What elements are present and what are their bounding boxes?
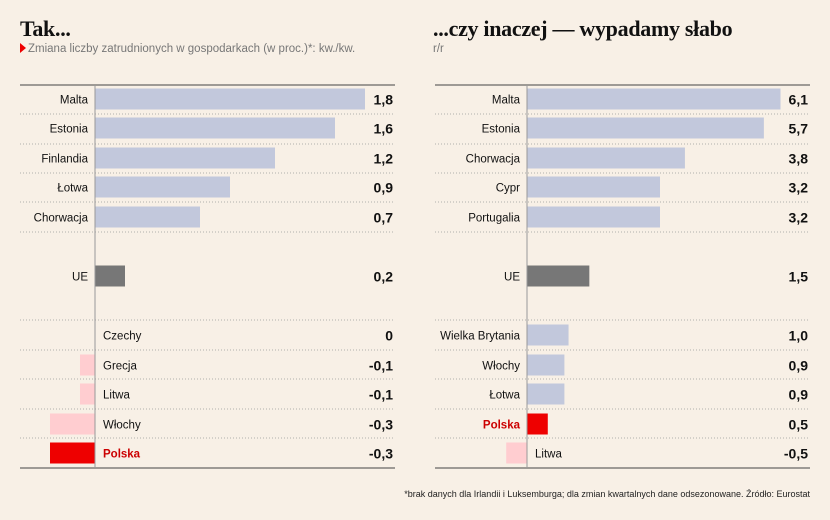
category-label: UE bbox=[72, 272, 88, 284]
bar-włochy bbox=[50, 413, 95, 435]
triangle-marker-icon bbox=[20, 43, 26, 53]
value-label: 0,5 bbox=[789, 417, 809, 433]
bar-chart-left: Malta 1,8 Estonia 1,6 Finlandia 1,2 Łotwa 0,9 Ch… bbox=[20, 84, 395, 469]
bar-chart-right: Malta 6,1 Estonia 5,7 Chorwacja 3,8 Cypr 3,2 Por… bbox=[435, 84, 810, 469]
category-label: Czechy bbox=[103, 331, 142, 343]
bar-wielka-brytania bbox=[527, 324, 569, 346]
value-label: 6,1 bbox=[789, 92, 809, 108]
category-label: Grecja bbox=[103, 361, 137, 373]
bar-chorwacja bbox=[95, 206, 200, 228]
category-label: Estonia bbox=[482, 124, 521, 136]
bar-litwa bbox=[80, 383, 95, 405]
value-label: -0,3 bbox=[369, 446, 393, 462]
bar-chorwacja bbox=[527, 147, 685, 169]
chart-subtitle: Zmiana liczby zatrudnionych w gospodarka… bbox=[20, 43, 355, 55]
category-label: Portugalia bbox=[468, 213, 520, 225]
value-label: 1,5 bbox=[789, 269, 809, 285]
value-label: 5,7 bbox=[789, 121, 809, 137]
category-label: Chorwacja bbox=[466, 154, 521, 166]
category-label: Litwa bbox=[535, 449, 562, 461]
bar-finlandia bbox=[95, 147, 275, 169]
value-label: 0,9 bbox=[374, 180, 394, 196]
category-label: Polska bbox=[103, 449, 141, 461]
value-label: 0,2 bbox=[374, 269, 394, 285]
bar-polska bbox=[527, 413, 548, 435]
category-label: Litwa bbox=[103, 390, 130, 402]
chart-subtitle: r/r bbox=[433, 43, 444, 55]
category-label: Malta bbox=[60, 95, 89, 107]
category-label: Wielka Brytania bbox=[440, 331, 520, 343]
bar-estonia bbox=[527, 117, 764, 139]
category-label: Chorwacja bbox=[34, 213, 89, 225]
category-label: Cypr bbox=[496, 183, 520, 195]
bar-estonia bbox=[95, 117, 335, 139]
value-label: 3,2 bbox=[789, 210, 809, 226]
bar-portugalia bbox=[527, 206, 660, 228]
value-label: 1,6 bbox=[374, 121, 394, 137]
source-footnote: *brak danych dla Irlandii i Luksemburga;… bbox=[404, 489, 810, 499]
bar-ue bbox=[95, 265, 125, 287]
category-label: UE bbox=[504, 272, 520, 284]
category-label: Łotwa bbox=[489, 390, 520, 402]
bar-polska bbox=[50, 442, 95, 464]
bar-malta bbox=[95, 88, 365, 110]
value-label: 3,2 bbox=[789, 180, 809, 196]
value-label: -0,1 bbox=[369, 358, 393, 374]
chart-title: Tak... bbox=[20, 16, 71, 41]
value-label: 1,8 bbox=[374, 92, 394, 108]
value-label: 1,2 bbox=[374, 151, 394, 167]
category-label: Malta bbox=[492, 95, 521, 107]
bar-włochy bbox=[527, 354, 565, 376]
bar-łotwa bbox=[95, 176, 230, 198]
value-label: 0,9 bbox=[789, 387, 809, 403]
category-label: Włochy bbox=[482, 361, 520, 373]
category-label: Włochy bbox=[103, 420, 141, 432]
value-label: 3,8 bbox=[789, 151, 809, 167]
value-label: 0,9 bbox=[789, 358, 809, 374]
bar-litwa bbox=[506, 442, 527, 464]
value-label: -0,1 bbox=[369, 387, 393, 403]
chart-panel-left: Tak... Zmiana liczby zatrudnionych w gos… bbox=[20, 16, 395, 469]
bar-łotwa bbox=[527, 383, 565, 405]
chart-panel-right: ...czy inaczej — wypadamy słabo r/r Malt… bbox=[415, 0, 830, 520]
value-label: -0,3 bbox=[369, 417, 393, 433]
value-label: 0 bbox=[385, 328, 393, 344]
chart-title: ...czy inaczej — wypadamy słabo bbox=[433, 16, 733, 41]
bar-ue bbox=[527, 265, 590, 287]
chart-subtitle-text: Zmiana liczby zatrudnionych w gospodarka… bbox=[28, 43, 356, 55]
value-label: -0,5 bbox=[784, 446, 808, 462]
bar-malta bbox=[527, 88, 781, 110]
category-label: Finlandia bbox=[41, 154, 88, 166]
value-label: 0,7 bbox=[374, 210, 394, 226]
category-label: Estonia bbox=[50, 124, 89, 136]
category-label: Polska bbox=[483, 420, 521, 432]
value-label: 1,0 bbox=[789, 328, 809, 344]
category-label: Łotwa bbox=[57, 183, 88, 195]
bar-cypr bbox=[527, 176, 660, 198]
bar-grecja bbox=[80, 354, 95, 376]
